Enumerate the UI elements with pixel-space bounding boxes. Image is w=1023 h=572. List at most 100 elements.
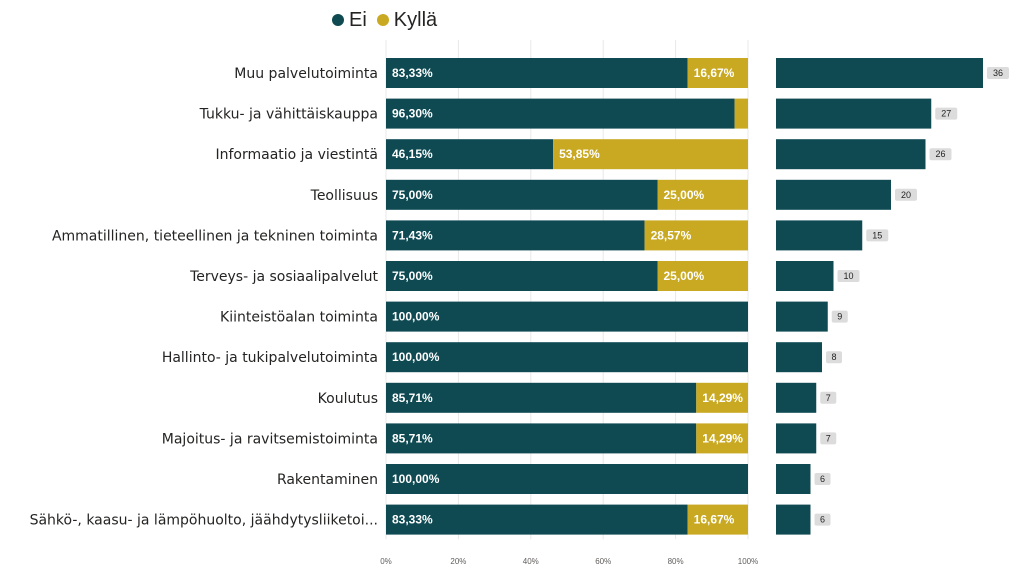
legend-label-kylla: Kyllä: [393, 8, 438, 31]
category-label: Informaatio ja viestintä: [215, 147, 378, 163]
count-label: 8: [831, 352, 836, 362]
legend-label-ei: Ei: [349, 8, 367, 31]
count-bar[interactable]: [776, 58, 983, 88]
bar-kylla[interactable]: [657, 179, 749, 210]
count-badge: [987, 67, 1009, 79]
x-tick-label: 60%: [595, 557, 611, 566]
bar-ei[interactable]: [386, 342, 748, 373]
count-badge: [935, 107, 958, 120]
bar-ei[interactable]: [386, 464, 748, 494]
count-label: 7: [826, 433, 831, 443]
count-bar[interactable]: [776, 342, 822, 373]
bar-kylla[interactable]: [696, 382, 748, 413]
bar-ei[interactable]: [386, 261, 658, 291]
bar-kylla[interactable]: [687, 504, 748, 535]
data-label-ei: 100,00%: [392, 472, 440, 486]
data-label-ei: 71,43%: [392, 228, 433, 242]
data-label-ei: 85,71%: [392, 391, 433, 405]
data-label-ei: 83,33%: [392, 513, 433, 527]
count-bar[interactable]: [776, 464, 811, 494]
count-label: 6: [820, 474, 825, 484]
x-tick-label: 80%: [668, 557, 684, 566]
x-tick-label: 0%: [380, 557, 392, 566]
count-bar[interactable]: [776, 179, 891, 210]
count-bar[interactable]: [776, 504, 811, 535]
bar-ei[interactable]: [386, 504, 688, 535]
data-label-ei: 75,00%: [392, 269, 433, 283]
count-badge: [831, 310, 848, 323]
count-badge: [820, 391, 837, 404]
count-badge: [929, 148, 952, 161]
data-label-kylla: 16,67%: [694, 66, 735, 80]
category-label: Kiinteistöalan toiminta: [220, 310, 378, 326]
category-label: Tukku- ja vähittäiskauppa: [199, 107, 378, 123]
bar-ei[interactable]: [386, 220, 645, 251]
legend-dot-ei: [332, 14, 344, 26]
count-badge: [866, 229, 889, 242]
data-label-kylla: 14,29%: [702, 431, 743, 445]
data-label-ei: 75,00%: [392, 188, 433, 202]
data-label-kylla: 25,00%: [664, 188, 705, 202]
data-label-ei: 100,00%: [392, 310, 440, 324]
data-label-ei: 100,00%: [392, 350, 440, 364]
legend: Ei Kyllä: [332, 6, 441, 34]
count-label: 20: [901, 190, 911, 200]
data-label-ei: 83,33%: [392, 66, 433, 80]
data-label-kylla: 28,57%: [651, 228, 692, 242]
legend-item-kylla[interactable]: Kyllä: [376, 8, 438, 32]
bar-kylla[interactable]: [687, 58, 748, 88]
count-bar[interactable]: [776, 423, 817, 454]
bar-kylla[interactable]: [657, 261, 749, 291]
category-label: Teollisuus: [310, 188, 378, 204]
x-tick-label: 100%: [738, 557, 758, 566]
data-label-kylla: 14,29%: [702, 391, 743, 405]
bar-ei[interactable]: [386, 139, 554, 170]
count-badge: [814, 513, 831, 526]
bar-ei[interactable]: [386, 179, 658, 210]
count-bar[interactable]: [776, 382, 817, 413]
bar-kylla[interactable]: [696, 423, 748, 454]
bar-ei[interactable]: [386, 58, 688, 88]
bar-ei[interactable]: [386, 382, 697, 413]
legend-dot-kylla: [376, 14, 389, 26]
count-label: 15: [872, 230, 882, 240]
data-label-ei: 85,71%: [392, 431, 433, 445]
bar-kylla[interactable]: [734, 98, 748, 129]
category-label: Rakentaminen: [277, 472, 378, 488]
count-label: 10: [843, 271, 853, 281]
bar-ei[interactable]: [386, 301, 748, 332]
count-label: 6: [820, 515, 825, 525]
data-label-ei: 46,15%: [392, 147, 433, 161]
count-bar[interactable]: [776, 301, 828, 332]
category-label: Sähkö-, kaasu- ja lämpöhuolto, jäähdytys…: [30, 513, 378, 529]
category-label: Majoitus- ja ravitsemistoiminta: [162, 431, 378, 447]
legend-item-ei[interactable]: Ei: [332, 9, 367, 32]
bar-kylla[interactable]: [553, 139, 748, 170]
data-label-ei: 96,30%: [392, 107, 433, 121]
count-badge: [820, 432, 837, 445]
count-bar[interactable]: [776, 261, 834, 291]
count-label: 9: [837, 312, 842, 322]
count-label: 7: [826, 393, 831, 403]
x-tick-label: 40%: [523, 557, 539, 566]
category-label: Hallinto- ja tukipalvelutoiminta: [162, 350, 378, 366]
category-label: Terveys- ja sosiaalipalvelut: [189, 269, 378, 285]
category-label: Koulutus: [318, 391, 378, 407]
count-bar[interactable]: [776, 98, 932, 129]
count-bar[interactable]: [776, 139, 926, 170]
count-badge: [837, 270, 860, 282]
bar-ei[interactable]: [386, 98, 735, 129]
bar-ei[interactable]: [386, 423, 697, 454]
count-label: 26: [935, 149, 945, 159]
bar-kylla[interactable]: [644, 220, 748, 251]
count-badge: [895, 188, 917, 201]
data-label-kylla: 16,67%: [694, 513, 735, 527]
data-label-kylla: 53,85%: [559, 147, 600, 161]
x-tick-label: 20%: [450, 557, 466, 566]
count-label: 27: [941, 109, 951, 119]
count-label: 36: [993, 68, 1003, 78]
category-label: Ammatillinen, tieteellinen ja tekninen t…: [52, 228, 378, 244]
count-bar[interactable]: [776, 220, 863, 251]
